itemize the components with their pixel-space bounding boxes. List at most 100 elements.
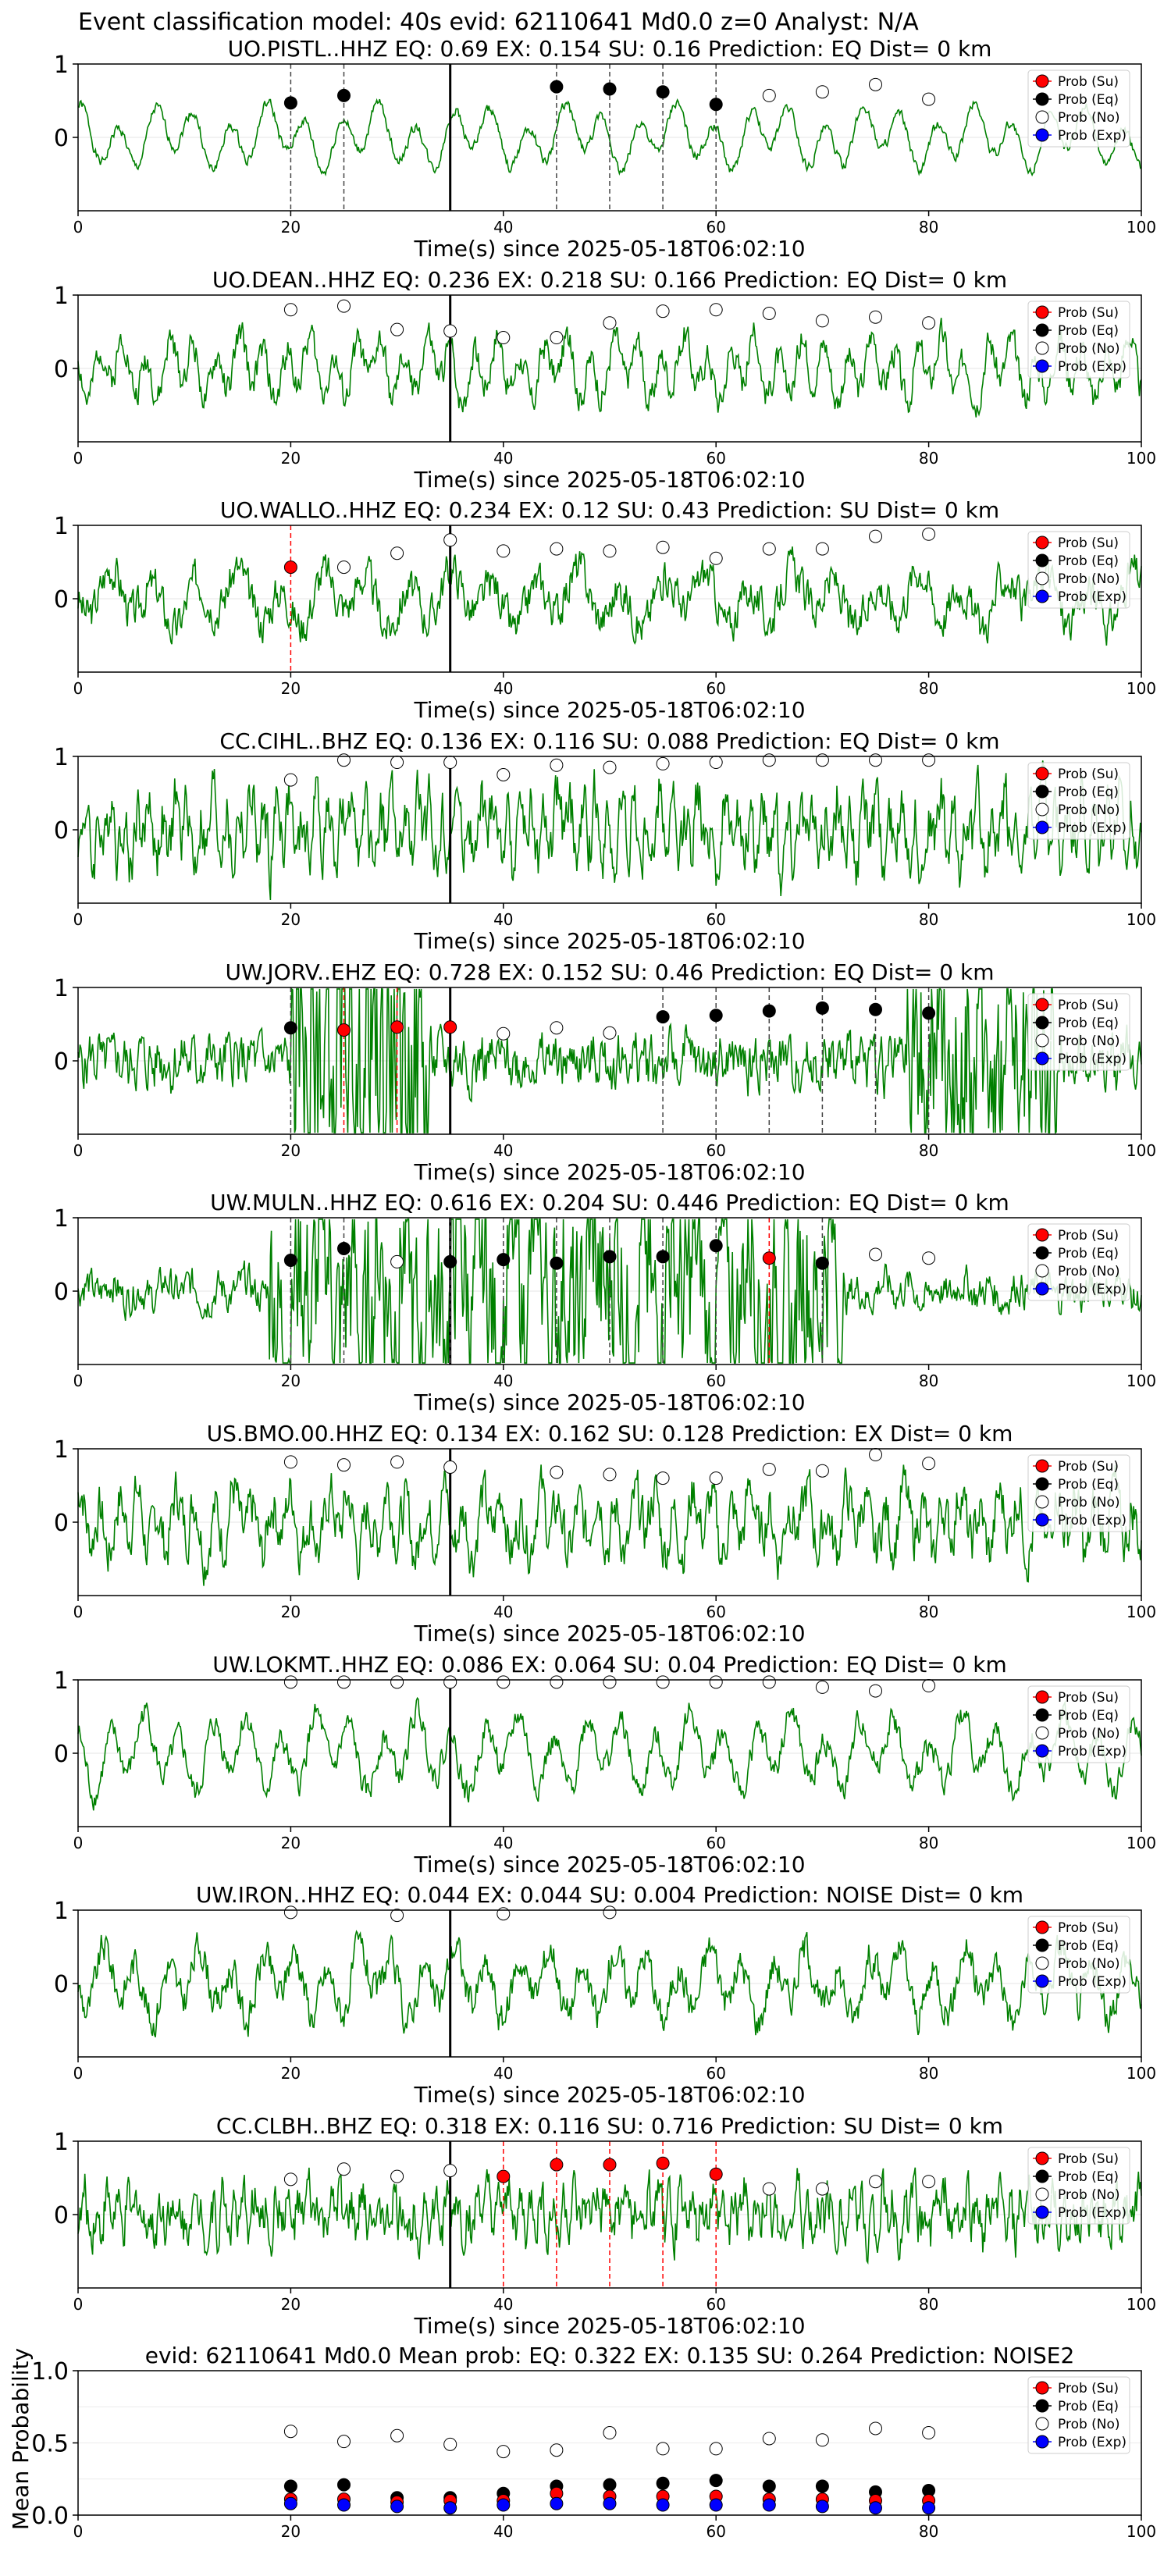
prob-point-no [656,1471,670,1485]
prob-point-no [762,1462,776,1476]
legend-frame [1027,69,1130,148]
legend: Prob (Su) Prob (Eq) Prob (No) Prob (Exp) [1027,531,1130,609]
waveform-trace [77,760,1142,901]
prob-point-no [709,1471,723,1485]
prob-point-no [497,544,511,558]
x-tick-label: 60 [706,2522,725,2541]
x-tick-label: 80 [919,2295,938,2314]
prob-point-no [443,533,457,547]
y-axis-label: Mean Probability [8,2348,34,2530]
y-tick-label: 0 [54,2202,69,2229]
x-tick-label: 40 [493,2295,513,2314]
x-tick-label: 80 [919,218,938,237]
mean-prob-point-no [497,2445,511,2459]
waveform-trace [77,987,1142,1134]
prob-point-eq [709,98,723,112]
legend-marker-eq [1035,1708,1049,1722]
legend-label-no: Prob (No) [1058,341,1120,357]
legend-marker-eq [1035,2169,1049,2183]
x-tick-label: 20 [281,449,301,468]
panel-title: UW.LOKMT..HHZ EQ: 0.086 EX: 0.064 SU: 0.… [212,1652,1007,1678]
prob-point-no [709,1675,723,1689]
prob-point-no [550,1465,564,1479]
prob-point-no [337,753,351,767]
mean-prob-point-eq [709,2474,723,2488]
prob-point-no [550,1675,564,1689]
prob-point-no [815,1464,829,1478]
prob-point-no [550,758,564,772]
prob-point-no [709,551,723,565]
prob-point-no [390,1455,404,1469]
y-tick-label: 1 [54,52,69,79]
station-panel-8: UW.LOKMT..HHZ EQ: 0.086 EX: 0.064 SU: 0.… [54,1652,1156,1877]
prob-point-no [709,303,723,317]
station-panel-9: UW.IRON..HHZ EQ: 0.044 EX: 0.044 SU: 0.0… [54,1882,1156,2108]
prob-point-no [443,1461,457,1474]
prob-point-eq [283,1254,297,1268]
legend-marker-eq [1035,1246,1049,1260]
x-tick-label: 40 [493,1372,513,1390]
y-tick-label: 1 [54,1205,69,1233]
legend-marker-eq [1035,785,1049,799]
legend-marker-no [1035,1264,1049,1278]
legend-frame [1027,531,1130,609]
legend-marker-exp [1035,589,1049,603]
legend-label-exp: Prob (Exp) [1058,128,1127,144]
mean-prob-point-no [869,2421,882,2435]
prob-point-su [497,2169,511,2183]
legend: Prob (Su) Prob (Eq) Prob (No) Prob (Exp) [1027,69,1130,148]
mean-prob-point-exp [815,2500,829,2514]
mean-prob-point-no [922,2426,936,2440]
x-tick-label: 100 [1127,2522,1156,2541]
x-tick-label: 60 [706,218,725,237]
x-axis-label: Time(s) since 2025-05-18T06:02:10 [413,467,805,493]
prob-point-su [656,2156,670,2170]
x-tick-label: 60 [706,910,725,929]
legend-frame [1027,1685,1130,1763]
legend-label-eq: Prob (Eq) [1058,2169,1119,2185]
prob-point-eq [869,1002,882,1016]
legend: Prob (Su) Prob (Eq) Prob (No) Prob (Exp) [1027,1685,1130,1763]
prob-point-no [922,527,936,541]
x-tick-label: 60 [706,1372,725,1390]
legend-label-no: Prob (No) [1058,1726,1120,1742]
x-tick-label: 60 [706,2064,725,2083]
x-tick-label: 100 [1127,679,1156,698]
panel-title: UO.WALLO..HHZ EQ: 0.234 EX: 0.12 SU: 0.4… [220,497,999,523]
x-axis-label: Time(s) since 2025-05-18T06:02:10 [413,1621,805,1646]
prob-point-no [497,1907,511,1921]
prob-point-no [869,310,882,324]
legend-label-su: Prob (Su) [1058,767,1119,782]
legend-marker-su [1035,305,1049,319]
legend-label-eq: Prob (Eq) [1058,1477,1119,1493]
x-axis-label: Time(s) since 2025-05-18T06:02:10 [413,236,805,262]
mean-prob-point-eq [603,2478,617,2492]
legend-marker-su [1035,2381,1049,2395]
legend: Prob (Su) Prob (Eq) Prob (No) Prob (Exp) [1027,1916,1130,1994]
prob-point-eq [603,82,617,96]
x-tick-label: 100 [1127,218,1156,237]
legend-marker-eq [1035,1477,1049,1491]
legend-label-exp: Prob (Exp) [1058,359,1127,375]
x-tick-label: 100 [1127,1834,1156,1852]
prob-point-no [709,756,723,770]
prob-point-no [869,753,882,767]
legend-marker-no [1035,1495,1049,1509]
mean-prob-point-eq [337,2478,351,2492]
y-tick-label: 1 [54,744,69,771]
prob-point-eq [815,1256,829,1270]
legend-marker-exp [1035,1513,1049,1527]
prob-point-no [283,773,297,787]
x-tick-label: 60 [706,2295,725,2314]
panel-title: UO.DEAN..HHZ EQ: 0.236 EX: 0.218 SU: 0.1… [212,267,1007,293]
mean-prob-point-no [603,2426,617,2440]
x-axis-label: Time(s) since 2025-05-18T06:02:10 [413,1389,805,1415]
x-tick-label: 60 [706,679,725,698]
prob-point-su [709,2167,723,2181]
prob-point-eq [762,1004,776,1018]
prob-point-su [337,1023,351,1037]
waveform-trace [77,98,1142,177]
prob-point-no [762,2182,776,2196]
legend-label-no: Prob (No) [1058,1956,1120,1972]
mean-prob-point-no [550,2443,564,2457]
